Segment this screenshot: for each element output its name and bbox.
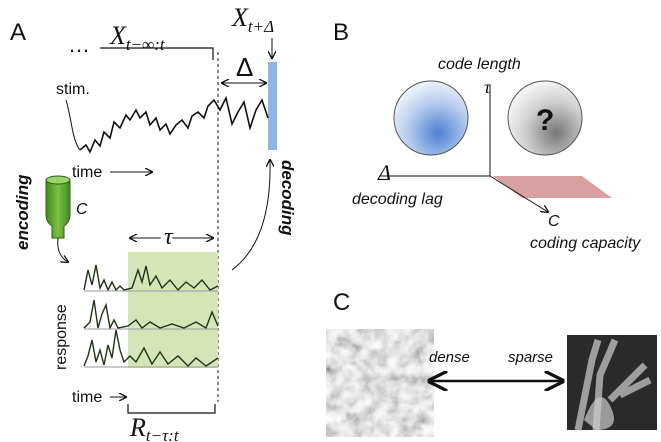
- encoder-bottle: [45, 176, 71, 239]
- text: response: [53, 304, 70, 370]
- panel-label: B: [333, 19, 349, 46]
- text: code length: [438, 56, 521, 73]
- text: ?: [536, 104, 554, 137]
- sphere: [507, 80, 583, 156]
- dense-image: [335, 338, 425, 428]
- response-traces: [83, 264, 219, 367]
- text: decoding lag: [352, 191, 443, 208]
- text: τ: [164, 224, 174, 250]
- text: C: [76, 201, 88, 218]
- text: dense: [429, 349, 470, 366]
- future-bar: [268, 62, 277, 150]
- text: Δ: [377, 160, 391, 185]
- text: time: [72, 389, 102, 406]
- connector: [65, 99, 81, 151]
- text: τ: [484, 77, 491, 97]
- text: time: [72, 164, 102, 181]
- lag: Δ: [236, 52, 253, 82]
- text: encoding: [13, 174, 32, 250]
- symbol: Xt+Δ: [231, 3, 274, 36]
- bottle-top: [45, 175, 71, 185]
- bracket: [100, 47, 214, 60]
- stimulus-trace: [79, 95, 269, 154]
- panel-label: C: [333, 289, 350, 316]
- text: sparse: [508, 349, 553, 366]
- text: decoding: [278, 160, 297, 236]
- panel-label: A: [10, 19, 26, 46]
- sparse-image: [567, 335, 657, 431]
- arrow: [57, 237, 68, 262]
- axis: [489, 175, 548, 212]
- bracket: [127, 404, 216, 414]
- symbol: Rt−τ:t: [129, 413, 180, 442]
- sphere: [393, 80, 469, 156]
- text: coding capacity: [530, 235, 641, 252]
- symbol: Xt−∞:t: [109, 21, 166, 54]
- text: C: [548, 213, 560, 230]
- baselines: [84, 290, 218, 368]
- capacity-plane: [493, 176, 612, 198]
- arrow: [231, 160, 270, 271]
- window-box: [128, 252, 218, 368]
- text: stim.: [56, 81, 90, 98]
- ellipsis: …: [68, 32, 90, 57]
